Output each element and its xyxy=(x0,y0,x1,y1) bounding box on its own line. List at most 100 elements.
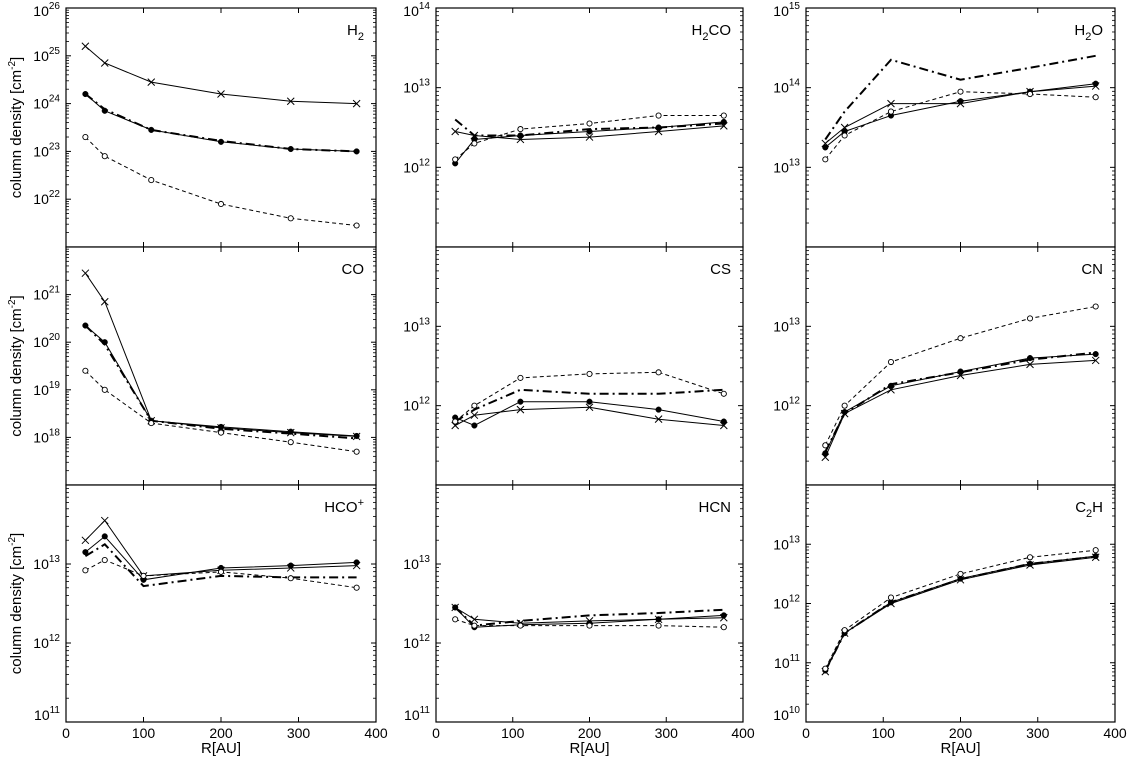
panel-frame xyxy=(435,7,744,248)
marker-cross xyxy=(1026,360,1034,369)
marker-open xyxy=(586,622,593,629)
panel-frame xyxy=(805,246,1116,486)
series-line-filled xyxy=(824,353,1096,454)
marker-open xyxy=(957,335,964,342)
panel-title: CN xyxy=(1081,261,1103,278)
marker-open xyxy=(452,616,459,623)
y-tick-label: 1013 xyxy=(403,554,430,572)
marker-cross xyxy=(1091,356,1100,365)
marker-filled xyxy=(517,398,524,405)
marker-filled xyxy=(720,612,727,619)
series-line-open xyxy=(824,91,1096,160)
marker-open xyxy=(353,584,360,591)
panel-title: C2H xyxy=(1075,499,1103,520)
marker-open xyxy=(101,386,108,393)
x-axis-title: R[AU] xyxy=(201,740,241,757)
series-line-filled xyxy=(85,535,357,581)
marker-cross xyxy=(585,133,594,141)
marker-open xyxy=(217,200,225,208)
marker-filled xyxy=(586,398,593,405)
x-tick-label: 0 xyxy=(432,725,440,741)
y-tick-label: 1021 xyxy=(33,285,60,303)
marker-open xyxy=(140,572,147,579)
marker-open xyxy=(586,120,593,127)
marker-cross xyxy=(470,615,479,624)
marker-open xyxy=(287,215,294,222)
y-tick-label: 1012 xyxy=(403,396,430,414)
series-line-dashdot xyxy=(824,351,1096,453)
panel-frame xyxy=(65,484,377,723)
y-axis-title-row1: column density [cm-2] xyxy=(7,57,25,198)
marker-open xyxy=(1092,547,1099,554)
x-axis-title: R[AU] xyxy=(569,740,609,757)
y-axis-title-row3: column density [cm-2] xyxy=(7,533,25,674)
series-line-filled xyxy=(824,83,1096,148)
series-line-dashdot xyxy=(84,324,357,440)
marker-filled xyxy=(1092,351,1099,358)
x-tick-label: 100 xyxy=(501,725,525,741)
marker-open xyxy=(887,594,895,601)
marker-filled xyxy=(957,98,964,105)
x-tick-label: 200 xyxy=(949,725,973,741)
panel-hco: 1011 1012 1013 0 100 200 300 400 R[AU] HCO+ xyxy=(33,484,388,757)
marker-open xyxy=(841,132,848,139)
marker-open xyxy=(287,439,294,446)
marker-open xyxy=(720,390,727,397)
marker-open xyxy=(841,627,848,634)
x-tick-label: 300 xyxy=(655,725,679,741)
marker-open xyxy=(101,557,108,564)
marker-open xyxy=(148,177,155,184)
marker-cross xyxy=(147,78,156,86)
marker-open xyxy=(82,134,89,141)
marker-open xyxy=(82,567,89,574)
marker-open xyxy=(517,374,524,381)
x-tick-label: 300 xyxy=(287,725,311,741)
marker-open xyxy=(841,402,848,409)
series-line-cross xyxy=(454,406,724,426)
marker-cross xyxy=(516,405,525,414)
series-line-open xyxy=(824,549,1096,669)
marker-cross xyxy=(100,516,109,525)
y-axis-title-row2: column density [cm-2] xyxy=(7,295,25,436)
marker-open xyxy=(1026,554,1034,561)
series-line-cross xyxy=(455,125,724,141)
x-tick-label: 300 xyxy=(1026,725,1050,741)
series-line-dashdot xyxy=(84,93,357,153)
marker-cross xyxy=(654,415,663,424)
y-tick-label: 1014 xyxy=(773,78,800,96)
y-tick-label: 1014 xyxy=(403,1,430,19)
y-tick-label: 1010 xyxy=(773,705,800,723)
y-tick-label: 1012 xyxy=(403,633,430,651)
y-tick-label: 1011 xyxy=(34,705,60,723)
marker-open xyxy=(655,112,662,119)
marker-open xyxy=(148,420,155,427)
marker-open xyxy=(655,622,662,629)
y-tick-label: 1013 xyxy=(403,78,430,96)
panel-title: HCN xyxy=(699,499,732,516)
marker-open xyxy=(586,370,593,377)
marker-filled xyxy=(101,533,108,540)
panel-h2co: 1012 1013 1014 H2CO xyxy=(403,1,744,248)
y-tick-label: 1011 xyxy=(774,653,800,671)
y-tick-label: 1018 xyxy=(33,427,60,445)
series-line-open xyxy=(455,618,724,628)
marker-open xyxy=(517,126,524,133)
series-line-filled xyxy=(454,121,724,164)
marker-open xyxy=(353,222,360,229)
marker-cross xyxy=(81,269,90,278)
panel-title: CO xyxy=(342,261,365,278)
panel-title: CS xyxy=(710,261,731,278)
panel-c2h: 1010 1011 1012 1013 0 100 200 300 400 R[AU] C2H xyxy=(773,484,1127,757)
panel-cs: 1012 1013 CS xyxy=(403,246,744,486)
y-tick-label: 1026 xyxy=(33,1,60,19)
series-line-cross xyxy=(824,359,1096,458)
x-tick-label: 100 xyxy=(872,725,896,741)
panel-title: H2O xyxy=(1074,22,1103,43)
series-line-open xyxy=(454,371,724,422)
panel-frame xyxy=(435,484,744,723)
marker-filled xyxy=(655,616,662,623)
marker-open xyxy=(822,156,829,163)
series-line-open xyxy=(85,136,357,226)
panel-title: HCO+ xyxy=(324,497,364,516)
